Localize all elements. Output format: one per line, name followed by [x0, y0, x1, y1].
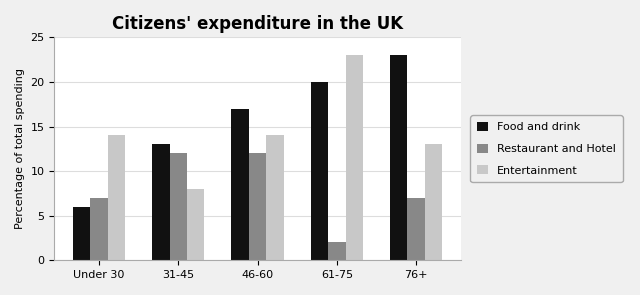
Bar	[90, 198, 108, 260]
Bar	[311, 82, 328, 260]
Bar	[152, 144, 170, 260]
Bar	[108, 135, 125, 260]
Bar	[73, 207, 90, 260]
Bar	[328, 242, 346, 260]
Bar	[390, 55, 408, 260]
Bar	[232, 109, 249, 260]
Bar	[425, 144, 442, 260]
Bar	[266, 135, 284, 260]
Bar	[187, 189, 205, 260]
Bar	[170, 153, 187, 260]
Bar	[249, 153, 266, 260]
Bar	[346, 55, 363, 260]
Legend: Food and drink, Restaurant and Hotel, Entertainment: Food and drink, Restaurant and Hotel, En…	[470, 115, 623, 182]
Y-axis label: Percentage of total spending: Percentage of total spending	[15, 68, 25, 229]
Bar	[408, 198, 425, 260]
Title: Citizens' expenditure in the UK: Citizens' expenditure in the UK	[112, 15, 403, 33]
